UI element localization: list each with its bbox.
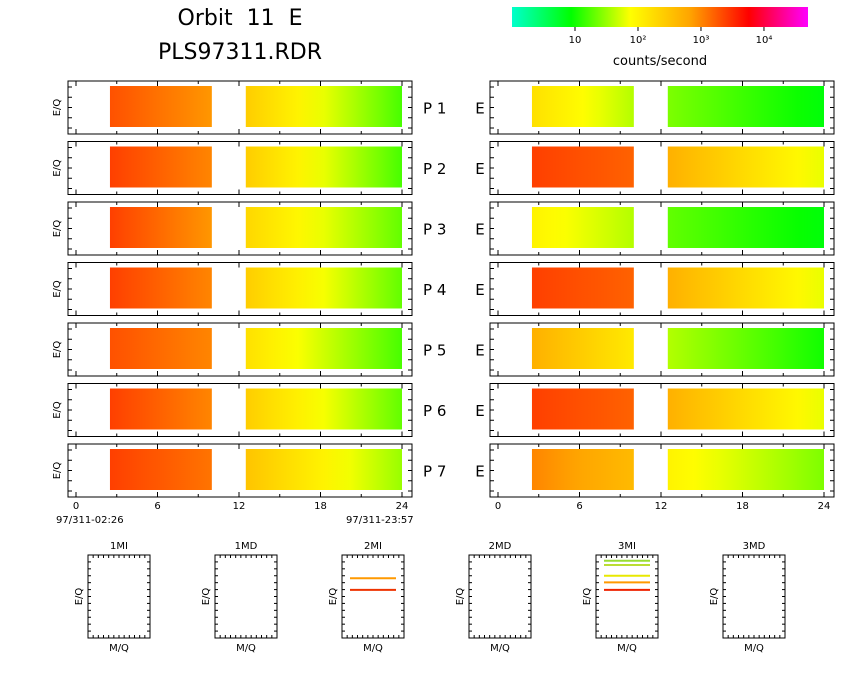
y-axis-label: E/Q — [52, 99, 63, 117]
y-axis-label: E/Q — [52, 159, 63, 177]
left-data-segment — [245, 146, 402, 188]
mass-x-label: M/Q — [236, 643, 256, 654]
right-data-segment — [667, 328, 824, 369]
left-x-tick-label: 6 — [154, 501, 160, 512]
row-label-left: P 1 — [423, 100, 446, 118]
right-data-segment — [667, 388, 824, 430]
mass-panel-frame — [341, 554, 405, 639]
left-data-segment — [109, 328, 212, 369]
left-data-segment — [245, 207, 402, 248]
left-data-segment — [109, 388, 212, 430]
right-data-segment — [531, 146, 634, 188]
left-x-tick-label: 18 — [314, 501, 327, 512]
mass-x-label: M/Q — [744, 643, 764, 654]
mass-y-label: E/Q — [201, 588, 212, 606]
row-label-left: P 2 — [423, 160, 446, 178]
right-data-segment — [531, 267, 634, 309]
colorbar — [512, 7, 808, 27]
right-data-segment — [667, 267, 824, 309]
y-axis-label: E/Q — [52, 462, 63, 480]
right-data-segment — [667, 207, 824, 248]
colorbar-tick-label: 10³ — [693, 35, 710, 46]
row-label-left: P 7 — [423, 463, 446, 481]
mass-panel-frame — [214, 554, 278, 639]
y-axis-label: E/Q — [52, 220, 63, 238]
mass-panel-frame — [595, 554, 659, 639]
mass-panel-title: 1MI — [110, 541, 128, 552]
left-data-segment — [109, 86, 212, 127]
left-end-time: 97/311-23:57 — [346, 515, 414, 526]
row-label-right: E — [475, 100, 484, 118]
colorbar-tick-label: 10 — [569, 35, 582, 46]
y-axis-label: E/Q — [52, 341, 63, 359]
left-x-tick-label: 12 — [233, 501, 246, 512]
mass-panel-frame — [722, 554, 786, 639]
mass-panel-title: 2MD — [489, 541, 512, 552]
left-data-segment — [245, 449, 402, 490]
right-data-segment — [667, 86, 824, 127]
left-data-segment — [109, 267, 212, 309]
left-x-tick-label: 0 — [73, 501, 79, 512]
right-data-segment — [531, 449, 634, 490]
left-data-segment — [245, 388, 402, 430]
row-label-right: E — [475, 221, 484, 239]
mass-x-label: M/Q — [363, 643, 383, 654]
right-x-tick-label: 18 — [736, 501, 749, 512]
left-data-segment — [109, 449, 212, 490]
right-data-segment — [667, 449, 824, 490]
left-x-tick-label: 24 — [396, 501, 409, 512]
mass-panel-title: 2MI — [364, 541, 382, 552]
right-data-segment — [667, 146, 824, 188]
row-label-right: E — [475, 402, 484, 420]
left-start-time: 97/311-02:26 — [56, 515, 124, 526]
mass-x-label: M/Q — [490, 643, 510, 654]
right-x-tick-label: 6 — [576, 501, 582, 512]
y-axis-label: E/Q — [52, 401, 63, 419]
right-x-tick-label: 12 — [655, 501, 668, 512]
right-x-tick-label: 0 — [495, 501, 501, 512]
y-axis-label: E/Q — [52, 280, 63, 298]
right-data-segment — [531, 86, 634, 127]
row-label-right: E — [475, 160, 484, 178]
right-x-tick-label: 24 — [818, 501, 831, 512]
row-label-left: P 5 — [423, 342, 446, 360]
right-data-segment — [531, 328, 634, 369]
row-label-right: E — [475, 281, 484, 299]
colorbar-tick-label: 10² — [630, 35, 647, 46]
mass-x-label: M/Q — [109, 643, 129, 654]
row-label-right: E — [475, 342, 484, 360]
mass-y-label: E/Q — [328, 588, 339, 606]
mass-panel-frame — [87, 554, 151, 639]
colorbar-tick-label: 10⁴ — [756, 35, 773, 46]
mass-y-label: E/Q — [455, 588, 466, 606]
mass-panel-title: 3MI — [618, 541, 636, 552]
left-data-segment — [109, 146, 212, 188]
right-data-segment — [531, 207, 634, 248]
title-line-1: Orbit 11 E — [177, 6, 303, 31]
left-data-segment — [245, 328, 402, 369]
mass-y-label: E/Q — [74, 588, 85, 606]
mass-panel-frame — [468, 554, 532, 639]
left-data-segment — [245, 86, 402, 127]
row-label-left: P 3 — [423, 221, 446, 239]
mass-y-label: E/Q — [709, 588, 720, 606]
mass-x-label: M/Q — [617, 643, 637, 654]
row-label-left: P 4 — [423, 281, 446, 299]
row-label-right: E — [475, 463, 484, 481]
row-label-left: P 6 — [423, 402, 446, 420]
left-data-segment — [109, 207, 212, 248]
mass-panel-title: 3MD — [743, 541, 766, 552]
colorbar-unit-label: counts/second — [612, 54, 708, 69]
mass-panel-title: 1MD — [235, 541, 258, 552]
left-data-segment — [245, 267, 402, 309]
mass-y-label: E/Q — [582, 588, 593, 606]
title-line-2: PLS97311.RDR — [158, 40, 322, 65]
right-data-segment — [531, 388, 634, 430]
